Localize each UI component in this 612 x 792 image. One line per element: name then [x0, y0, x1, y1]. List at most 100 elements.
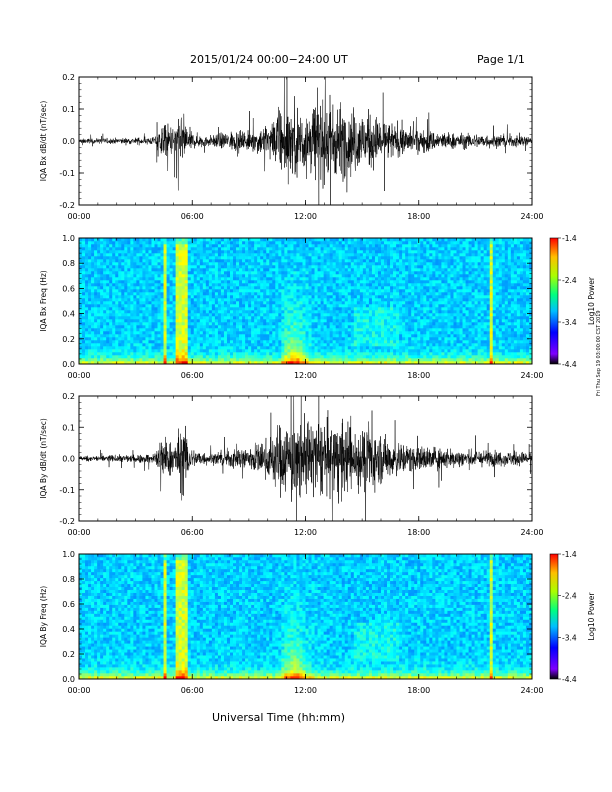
heatmap-cell: [130, 349, 134, 353]
heatmap-cell: [326, 286, 330, 290]
heatmap-cell: [233, 259, 237, 263]
heatmap-cell: [202, 277, 207, 281]
heatmap-cell: [136, 316, 140, 320]
heatmap-cell: [139, 259, 143, 263]
heatmap-cell: [100, 286, 104, 290]
heatmap-cell: [88, 238, 92, 242]
heatmap-cell: [408, 319, 412, 323]
heatmap-cell: [79, 244, 83, 248]
heatmap-cell: [245, 361, 249, 365]
heatmap-cell: [233, 286, 237, 290]
heatmap-cell: [374, 244, 379, 248]
heatmap-cell: [166, 322, 170, 326]
heatmap-cell: [223, 238, 228, 242]
heatmap-cell: [368, 343, 373, 347]
heatmap-cell: [100, 331, 104, 335]
heatmap-cell: [166, 334, 170, 338]
heatmap-cell: [151, 298, 155, 302]
heatmap-cell: [320, 247, 324, 251]
heatmap-cell: [308, 289, 312, 293]
heatmap-cell: [335, 316, 340, 320]
heatmap-cell: [411, 313, 415, 317]
heatmap-cell: [296, 343, 300, 347]
heatmap-cell: [296, 298, 300, 302]
heatmap-cell: [332, 277, 336, 281]
heatmap-cell: [193, 346, 198, 350]
heatmap-cell: [329, 331, 333, 335]
heatmap-cell: [187, 310, 192, 314]
heatmap-cell: [338, 292, 343, 296]
heatmap-cell: [371, 244, 376, 248]
heatmap-cell: [97, 331, 101, 335]
heatmap-cell: [311, 358, 315, 362]
heatmap-cell: [405, 328, 409, 332]
heatmap-cell: [130, 346, 134, 350]
heatmap-cell: [350, 265, 355, 269]
heatmap-cell: [362, 352, 367, 356]
heatmap-cell: [220, 313, 225, 317]
heatmap-cell: [100, 283, 104, 287]
heatmap-cell: [275, 340, 279, 344]
heatmap-cell: [100, 355, 104, 359]
heatmap-cell: [368, 256, 373, 260]
heatmap-cell: [169, 319, 173, 323]
heatmap-cell: [208, 280, 213, 284]
heatmap-cell: [103, 277, 107, 281]
heatmap-cell: [305, 343, 309, 347]
heatmap-cell: [181, 361, 185, 365]
heatmap-cell: [269, 361, 273, 365]
heatmap-cell: [175, 319, 179, 323]
heatmap-cell: [193, 241, 198, 245]
heatmap-cell: [302, 241, 306, 245]
heatmap-cell: [347, 301, 352, 305]
heatmap-cell: [393, 250, 397, 254]
heatmap-cell: [181, 250, 185, 254]
heatmap-cell: [226, 262, 231, 266]
heatmap-cell: [320, 325, 324, 329]
heatmap-cell: [118, 298, 122, 302]
heatmap-cell: [408, 262, 412, 266]
heatmap-cell: [381, 346, 385, 350]
heatmap-cell: [396, 271, 400, 275]
heatmap-cell: [151, 277, 155, 281]
heatmap-cell: [121, 313, 125, 317]
heatmap-cell: [405, 286, 409, 290]
heatmap-cell: [109, 358, 113, 362]
heatmap-cell: [97, 328, 101, 332]
heatmap-cell: [233, 319, 237, 323]
heatmap-cell: [420, 304, 424, 308]
heatmap-cell: [100, 271, 104, 275]
heatmap-cell: [426, 304, 430, 308]
heatmap-cell: [384, 274, 388, 278]
heatmap-cell: [374, 289, 379, 293]
heatmap-cell: [85, 340, 89, 344]
heatmap-cell: [112, 244, 116, 248]
heatmap-cell: [423, 241, 427, 245]
heatmap-cell: [423, 358, 427, 362]
heatmap-cell: [230, 247, 234, 251]
heatmap-cell: [205, 349, 210, 353]
heatmap-cell: [347, 346, 352, 350]
heatmap-cell: [356, 247, 361, 251]
heatmap-cell: [311, 244, 315, 248]
heatmap-cell: [299, 361, 303, 365]
heatmap-cell: [332, 244, 336, 248]
heatmap-cell: [257, 307, 261, 311]
heatmap-cell: [139, 322, 143, 326]
heatmap-cell: [296, 274, 300, 278]
heatmap-cell: [362, 328, 367, 332]
heatmap-cell: [393, 331, 397, 335]
heatmap-cell: [399, 319, 403, 323]
heatmap-cell: [362, 256, 367, 260]
heatmap-cell: [338, 355, 343, 359]
heatmap-cell: [393, 322, 397, 326]
heatmap-cell: [97, 262, 101, 266]
heatmap-cell: [341, 316, 346, 320]
heatmap-cell: [332, 250, 336, 254]
heatmap-cell: [293, 328, 297, 332]
heatmap-cell: [305, 346, 309, 350]
heatmap-cell: [184, 355, 189, 359]
heatmap-cell: [199, 358, 204, 362]
heatmap-cell: [130, 301, 134, 305]
heatmap-cell: [160, 322, 164, 326]
